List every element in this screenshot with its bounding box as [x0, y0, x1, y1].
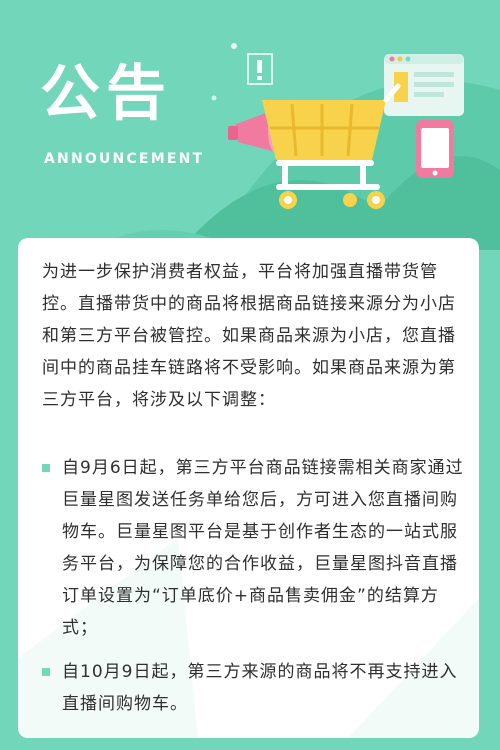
page-subtitle: ANNOUNCEMENT — [44, 151, 205, 167]
bullet-icon — [42, 464, 50, 472]
dome-right — [350, 156, 500, 250]
bullet-icon — [42, 668, 50, 676]
notice-list: 自9月6日起，第三方平台商品链接需相关商家通过巨量星图发送任务单给您后，方可进入… — [40, 452, 470, 720]
exclamation-icon — [247, 53, 273, 85]
document-icon — [384, 54, 464, 116]
list-item-text: 自10月9日起，第三方来源的商品将不再支持进入直播间购物车。 — [62, 662, 458, 714]
list-item: 自9月6日起，第三方平台商品链接需相关商家通过巨量星图发送任务单给您后，方可进入… — [40, 452, 470, 644]
phone-icon — [416, 120, 454, 178]
card-decoration — [18, 238, 479, 738]
notice-intro: 为进一步保护消费者权益，平台将加强直播带货管控。直播带货中的商品将根据商品链接来… — [42, 262, 456, 410]
sparkle — [231, 43, 237, 49]
list-item-text: 自9月6日起，第三方平台商品链接需相关商家通过巨量星图发送任务单给您后，方可进入… — [62, 458, 464, 638]
shopping-cart-icon — [262, 83, 401, 209]
notice-card: 为进一步保护消费者权益，平台将加强直播带货管控。直播带货中的商品将根据商品链接来… — [18, 238, 479, 738]
dome-left — [180, 180, 420, 250]
sparkle — [211, 95, 217, 101]
page-title: 公告 — [40, 59, 172, 129]
list-item: 自10月9日起，第三方来源的商品将不再支持进入直播间购物车。 — [40, 656, 470, 720]
hero-banner: 公告 ANNOUNCEMENT — [0, 0, 500, 250]
